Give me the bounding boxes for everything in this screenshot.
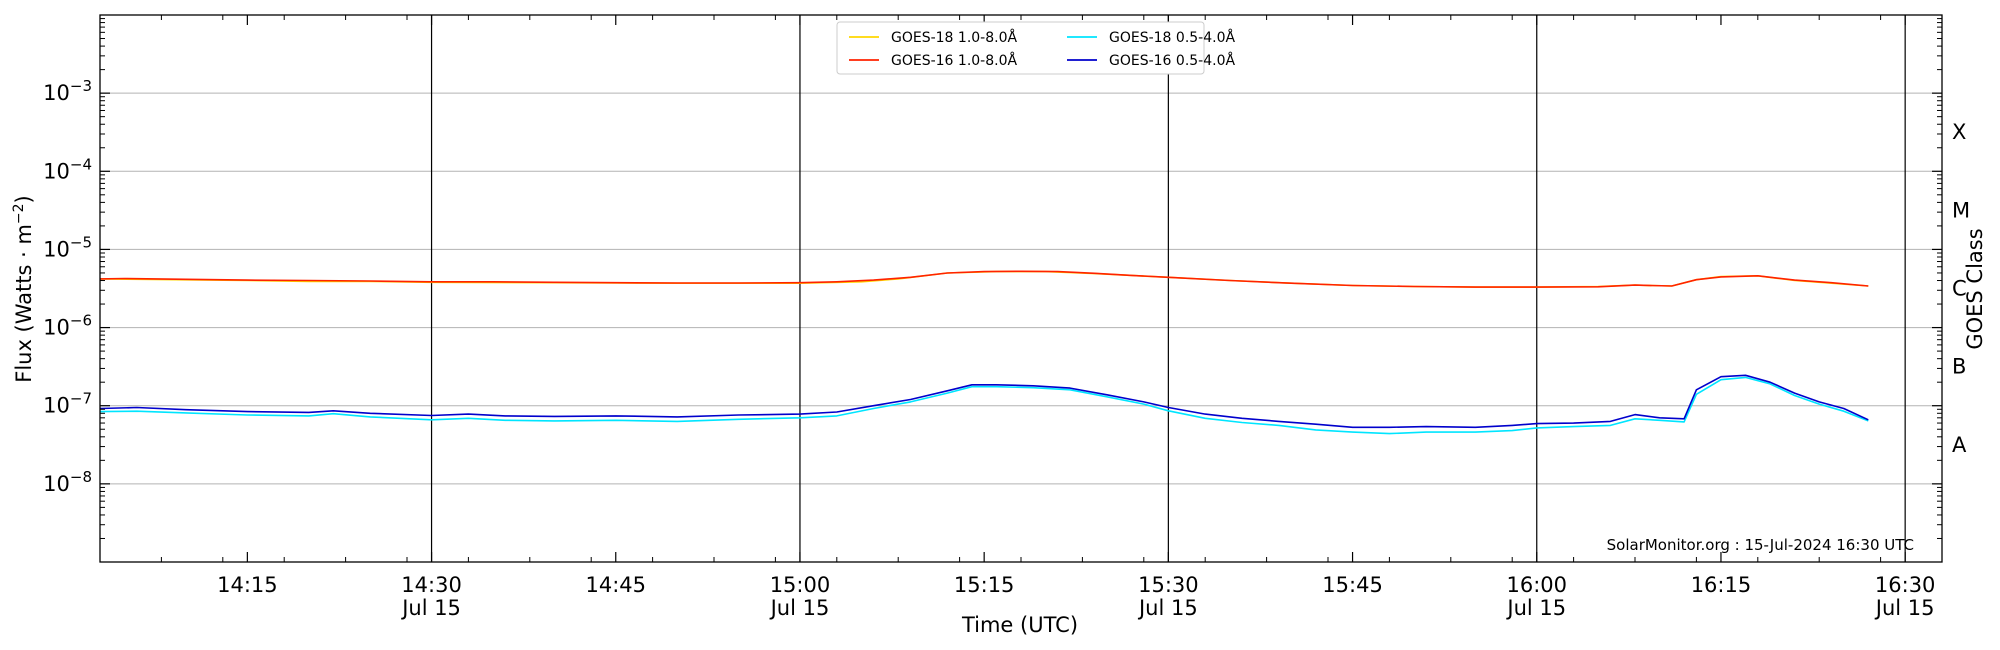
x-tick-label: 15:00 <box>770 573 831 597</box>
y2-axis-title: GOES Class <box>1963 228 1987 349</box>
legend-box <box>836 21 1205 75</box>
x-tick-date-label: Jul 15 <box>400 596 461 620</box>
grid-layer <box>100 92 1942 485</box>
credit-text: SolarMonitor.org : 15-Jul-2024 16:30 UTC <box>1607 536 1914 554</box>
x-tick-date-label: Jul 15 <box>1137 596 1198 620</box>
series-line-goes-16-1-0-8-0- <box>99 270 1869 288</box>
x-tick-label: 15:15 <box>954 573 1015 597</box>
y-tick-label: 10−5 <box>43 233 92 261</box>
legend-label: GOES-18 1.0-8.0Å <box>891 29 1017 46</box>
x-tick-label: 14:15 <box>217 573 278 597</box>
x-tick-date-label: Jul 15 <box>1874 596 1935 620</box>
day-marker-lines <box>430 15 1906 562</box>
x-tick-label: 15:30 <box>1138 573 1199 597</box>
y-tick-label: 10−7 <box>43 390 92 418</box>
y-tick-labels: 10−8 10−7 10−6 10−5 10−4 10−3 <box>43 77 92 496</box>
x-tick-label: 16:00 <box>1506 573 1567 597</box>
x-axis-title: Time (UTC) <box>961 613 1078 637</box>
goes-class-label: B <box>1952 355 1966 379</box>
y-axis-title: Flux (Watts · m−2) <box>11 195 36 383</box>
goes-class-label: C <box>1952 277 1967 301</box>
goes-class-label: M <box>1952 198 1970 222</box>
tick-layer <box>99 15 1943 562</box>
legend-label: GOES-16 1.0-8.0Å <box>891 52 1017 69</box>
series-line-goes-18-0-5-4-0- <box>99 376 1869 435</box>
x-tick-label: 16:15 <box>1691 573 1752 597</box>
x-tick-label: 14:45 <box>585 573 646 597</box>
legend-label: GOES-18 0.5-4.0Å <box>1109 29 1235 46</box>
y-tick-label: 10−6 <box>43 312 92 340</box>
series-layer <box>99 270 1869 435</box>
goes-class-label: X <box>1952 120 1966 144</box>
x-tick-label: 14:30 <box>401 573 462 597</box>
series-line-goes-16-0-5-4-0- <box>99 374 1869 429</box>
x-tick-date-label: Jul 15 <box>769 596 830 620</box>
goes-class-labels: A B C M X <box>1952 120 1970 457</box>
x-tick-label: 15:45 <box>1322 573 1383 597</box>
goes-class-label: A <box>1952 433 1967 457</box>
y-tick-label: 10−8 <box>43 468 92 496</box>
y-tick-label: 10−3 <box>43 77 92 105</box>
x-tick-label: 16:30 <box>1875 573 1936 597</box>
legend: GOES-18 1.0-8.0Å GOES-18 0.5-4.0Å GOES-16 … <box>836 21 1235 75</box>
y-tick-label: 10−4 <box>43 155 92 183</box>
legend-label: GOES-16 0.5-4.0Å <box>1109 52 1235 69</box>
x-tick-date-label: Jul 15 <box>1505 596 1566 620</box>
